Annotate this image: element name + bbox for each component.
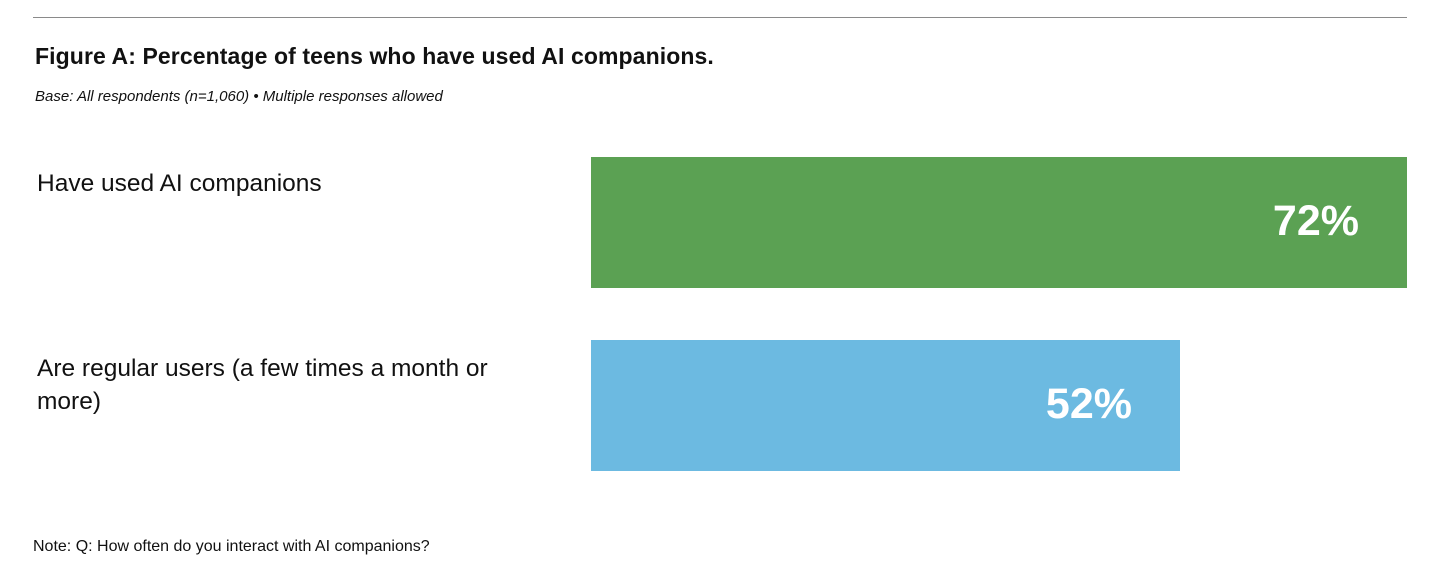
category-label-regular-users: Are regular users (a few times a month o… (37, 355, 488, 415)
data-label-have-used: 72% (1272, 196, 1359, 245)
chart-title: Figure A: Percentage of teens who have u… (35, 43, 714, 69)
bar-regular-users (591, 340, 1180, 471)
bar-have-used (591, 157, 1407, 288)
top-divider (33, 17, 1407, 18)
category-label-have-used: Have used AI companions (37, 170, 322, 197)
chart-note: Note: Q: How often do you interact with … (33, 538, 430, 555)
chart-subtitle: Base: All respondents (n=1,060) • Multip… (35, 88, 443, 105)
data-label-regular-users: 52% (1045, 379, 1132, 428)
